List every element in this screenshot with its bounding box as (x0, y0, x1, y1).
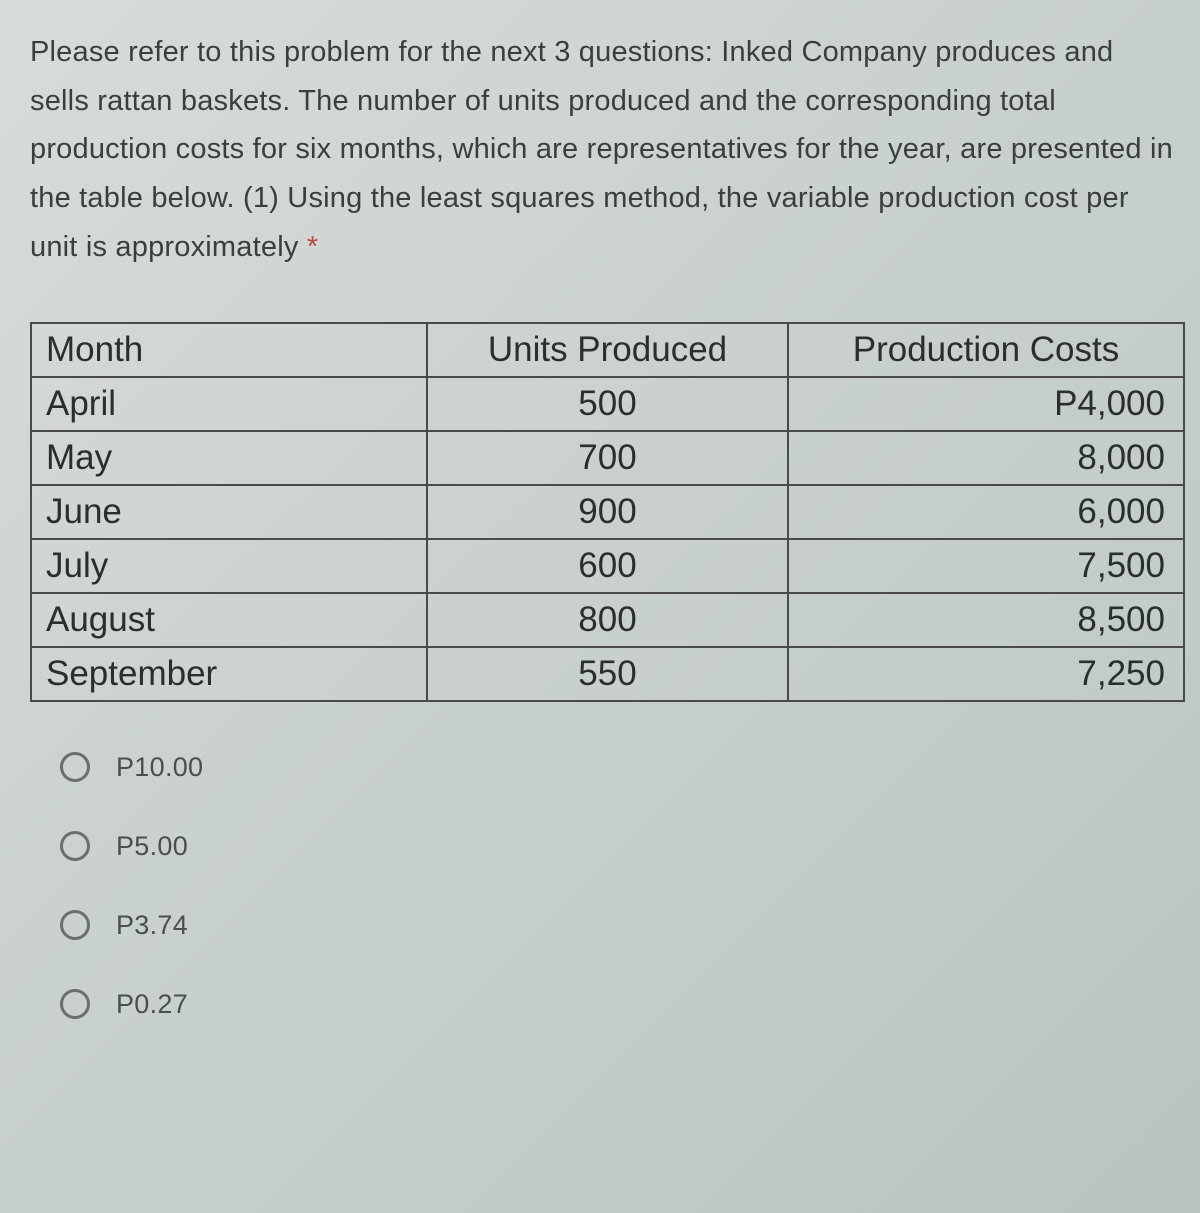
cell-units: 800 (427, 593, 788, 647)
cell-cost: 7,500 (788, 539, 1184, 593)
table-header-row: Month Units Produced Production Costs (31, 323, 1184, 377)
radio-icon[interactable] (60, 752, 90, 782)
table-row: September 550 7,250 (31, 647, 1184, 701)
cell-month: April (31, 377, 427, 431)
table-row: April 500 P4,000 (31, 377, 1184, 431)
question-body: Please refer to this problem for the nex… (30, 36, 1173, 263)
table-row: August 800 8,500 (31, 593, 1184, 647)
option-3[interactable]: P3.74 (60, 910, 1180, 941)
options-group: P10.00 P5.00 P3.74 P0.27 (30, 752, 1180, 1020)
question-text: Please refer to this problem for the nex… (30, 28, 1180, 272)
cell-cost: P4,000 (788, 377, 1184, 431)
cell-units: 900 (427, 485, 788, 539)
radio-icon[interactable] (60, 910, 90, 940)
cell-units: 700 (427, 431, 788, 485)
cell-units: 550 (427, 647, 788, 701)
option-label: P0.27 (116, 989, 188, 1020)
cell-cost: 8,500 (788, 593, 1184, 647)
col-header-month: Month (31, 323, 427, 377)
table-row: July 600 7,500 (31, 539, 1184, 593)
required-asterisk: * (307, 231, 319, 263)
option-label: P3.74 (116, 910, 188, 941)
radio-icon[interactable] (60, 831, 90, 861)
cell-units: 500 (427, 377, 788, 431)
cell-cost: 7,250 (788, 647, 1184, 701)
option-2[interactable]: P5.00 (60, 831, 1180, 862)
option-label: P5.00 (116, 831, 188, 862)
option-4[interactable]: P0.27 (60, 989, 1180, 1020)
option-label: P10.00 (116, 752, 203, 783)
table-row: June 900 6,000 (31, 485, 1184, 539)
col-header-units: Units Produced (427, 323, 788, 377)
data-table: Month Units Produced Production Costs Ap… (30, 322, 1185, 702)
cell-month: July (31, 539, 427, 593)
cell-cost: 8,000 (788, 431, 1184, 485)
cell-month: June (31, 485, 427, 539)
table-row: May 700 8,000 (31, 431, 1184, 485)
col-header-cost: Production Costs (788, 323, 1184, 377)
cell-units: 600 (427, 539, 788, 593)
radio-icon[interactable] (60, 989, 90, 1019)
cell-month: May (31, 431, 427, 485)
cell-month: September (31, 647, 427, 701)
cell-cost: 6,000 (788, 485, 1184, 539)
cell-month: August (31, 593, 427, 647)
option-1[interactable]: P10.00 (60, 752, 1180, 783)
